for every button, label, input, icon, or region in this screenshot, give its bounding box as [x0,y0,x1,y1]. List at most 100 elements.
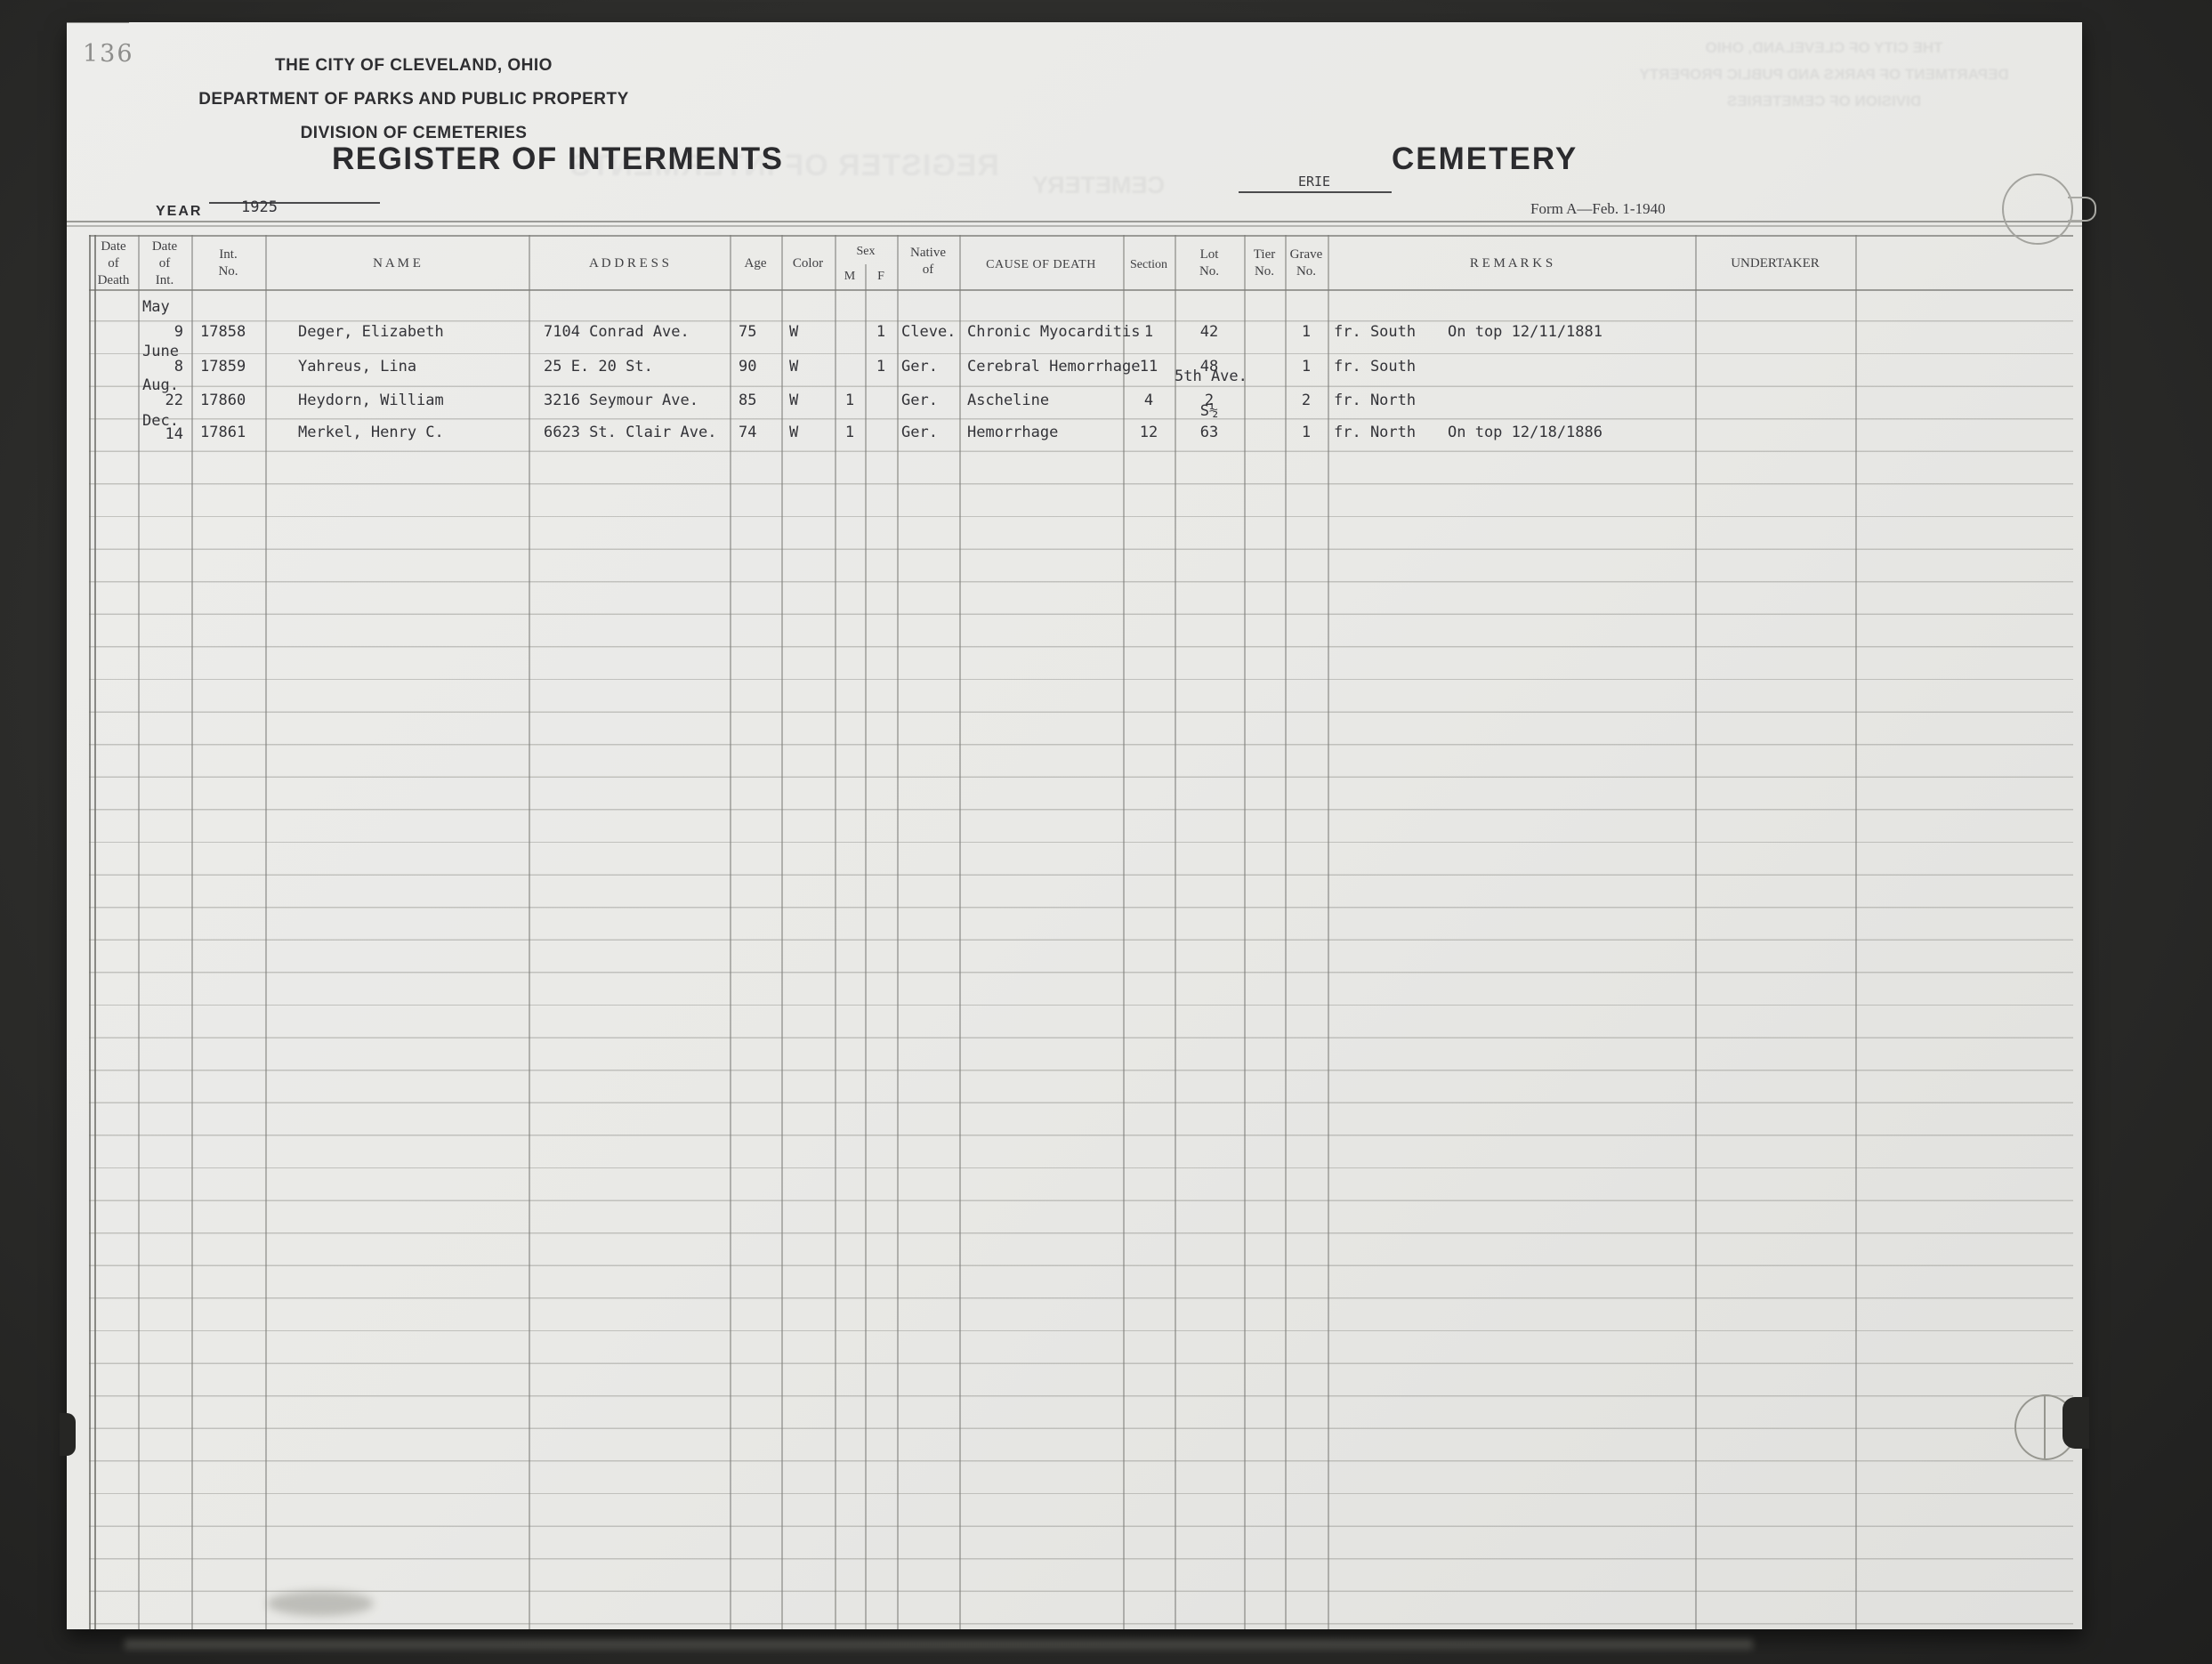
cell-int-month: Aug. [142,376,179,394]
cell-age: 85 [739,392,757,409]
cell-native-of: Ger. [901,424,938,441]
cell-lot: 63 [1199,424,1219,441]
cell-int-month: June [142,343,179,360]
cell-cause: Hemorrhage [967,424,1059,441]
col-header-sex-f: F [877,270,884,283]
cell-section: 12 [1139,424,1158,441]
table-header-bottom-line [89,289,2073,291]
col-header-section: Section [1130,258,1167,271]
col-header-date-of-int: Date of Int. [151,239,178,287]
cemetery-name-value: ERIE [1297,174,1331,190]
col-header-address: A D D R E S S [588,256,670,271]
grid-vline [1855,235,1857,1629]
cell-sex-f: 1 [876,358,886,376]
cemetery-name-underline [1239,191,1392,193]
cell-name: Yahreus, Lina [298,358,417,376]
year-label: YEAR [156,204,203,219]
org-line-1: THE CITY OF CLEVELAND, OHIO [275,56,553,75]
cell-age: 74 [739,424,757,441]
cell-remark-a: fr. North [1334,424,1417,441]
grid-vline [1328,235,1329,1629]
col-header-date-of-death: Date of Death [97,239,130,287]
col-header-name: N A M E [373,256,421,271]
grid-vline [1244,235,1246,1629]
cell-cause: Ascheline [967,392,1050,409]
page-edge-notch-right [2063,1397,2089,1449]
cell-sex-f: 1 [876,323,886,341]
register-page: THE CITY OF CLEVELAND, OHIO DEPARTMENT O… [60,22,2096,1650]
cell-lot-prefix: 5th Ave. [1175,368,1247,385]
page-title: REGISTER OF INTERMENTS [332,141,784,176]
grid-vline [959,235,961,1629]
cell-int-day: 9 [174,323,183,341]
cell-address: 25 E. 20 St. [544,358,653,376]
cell-remark-b: On top 12/18/1886 [1448,424,1602,441]
cell-lot: 2 [1204,392,1215,409]
cell-cause: Cerebral Hemorrhage [967,358,1141,376]
cell-color: W [789,392,799,409]
table-grid [67,22,2082,1629]
cell-native-of: Ger. [901,392,938,409]
cell-age: 75 [739,323,757,341]
col-header-color: Color [792,256,824,271]
cell-grave: 2 [1301,392,1312,409]
cell-int-no: 17858 [200,323,246,341]
binder-hole-top [2002,174,2096,245]
cell-remark-a: fr. South [1334,323,1417,341]
ink-smudge [267,1591,374,1616]
col-header-sex: Sex [856,245,876,258]
table-row-lines [89,289,2073,1628]
org-header: THE CITY OF CLEVELAND, OHIO DEPARTMENT O… [129,49,698,150]
grid-vline [730,235,731,1629]
col-header-tier-no: Tier No. [1253,247,1276,279]
cell-grave: 1 [1301,424,1312,441]
col-header-cause-of-death: CAUSE OF DEATH [986,258,1096,271]
cemetery-label: CEMETERY [1392,141,1578,176]
col-header-grave-no: Grave No. [1289,247,1323,279]
cell-address: 3216 Seymour Ave. [544,392,698,409]
grid-vline [1175,235,1176,1629]
cell-native-of: Cleve. [901,323,957,341]
header-rule-inner [67,225,2082,227]
grid-vline [265,235,267,1629]
grid-vline [835,235,836,1629]
cell-int-day: 14 [165,425,183,443]
org-line-2: DEPARTMENT OF PARKS AND PUBLIC PROPERTY [198,90,629,109]
year-underline [209,202,380,204]
cell-int-no: 17861 [200,424,246,441]
cell-lot: 48 [1199,358,1219,376]
cell-lot-prefix: S½ [1199,402,1219,420]
col-header-int-no: Int. No. [218,247,238,279]
grid-vline [897,235,899,1629]
page-number: 136 [83,40,134,68]
page-stack-edge [125,1639,1753,1650]
cell-sex-m: 1 [844,424,855,441]
col-header-remarks: R E M A R K S [1469,256,1554,271]
sex-header-divider [67,22,129,23]
cell-native-of: Ger. [901,358,938,376]
cell-grave: 1 [1301,358,1312,376]
cell-age: 90 [739,358,757,376]
cell-address: 7104 Conrad Ave. [544,323,690,341]
grid-vline [1285,235,1287,1629]
cell-section: 4 [1143,392,1154,409]
cell-grave: 1 [1301,323,1312,341]
cell-int-month: Dec. [142,412,179,430]
cell-name: Heydorn, William [298,392,444,409]
col-header-lot-no: Lot No. [1199,247,1220,279]
cell-int-no: 17860 [200,392,246,409]
cell-int-day: 8 [174,358,183,376]
page-edge-notch-left [60,1413,76,1456]
form-number-note: Form A—Feb. 1-1940 [1530,200,1666,217]
cell-color: W [789,424,799,441]
col-header-undertaker: UNDERTAKER [1731,256,1820,271]
grid-vline [865,264,867,1629]
cell-address: 6623 St. Clair Ave. [544,424,717,441]
cell-section: 11 [1139,358,1158,376]
cell-remark-a: fr. South [1334,358,1417,376]
cell-name: Merkel, Henry C. [298,424,444,441]
grid-vline [1695,235,1697,1629]
cell-section: 1 [1143,323,1154,341]
grid-vline [191,235,193,1629]
cell-int-no: 17859 [200,358,246,376]
